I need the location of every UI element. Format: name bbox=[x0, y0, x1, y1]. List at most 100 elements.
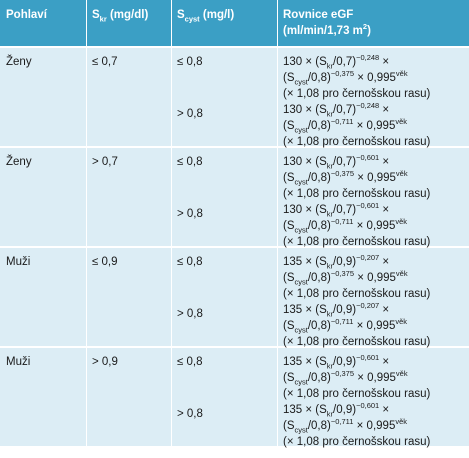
subscript: kr bbox=[326, 161, 334, 171]
column-divider bbox=[171, 0, 172, 447]
text: Rovnice eGF bbox=[283, 9, 354, 21]
text: × 0,995 bbox=[353, 420, 396, 432]
text: (S bbox=[283, 120, 295, 132]
text: (S bbox=[283, 372, 295, 384]
text: (ml/min/1,73 m bbox=[283, 25, 363, 37]
scyst-cell: ≤ 0,8 bbox=[177, 356, 203, 368]
text: × bbox=[379, 404, 390, 416]
scyst-cell: > 0,8 bbox=[177, 308, 203, 320]
superscript: −0,375 bbox=[330, 269, 355, 279]
text: 130 × (S bbox=[283, 56, 327, 68]
text: × 0,995 bbox=[354, 172, 396, 184]
skr-cell: > 0,9 bbox=[92, 356, 118, 368]
text: × 0,995 bbox=[353, 120, 396, 132]
text: (× 1,08 pro černošskou rasu) bbox=[283, 436, 431, 448]
text: Pohlaví bbox=[6, 9, 47, 21]
sex-cell: Muži bbox=[6, 356, 31, 368]
column-divider bbox=[86, 0, 87, 447]
text: × 0,995 bbox=[354, 72, 396, 84]
formula-line: (× 1,08 pro černošskou rasu) bbox=[283, 234, 430, 250]
formula-line: 135 × (Skr/0,9)−0,207 × bbox=[283, 254, 389, 270]
formula-line: 130 × (Skr/0,7)−0,248 × bbox=[283, 54, 389, 70]
superscript: věk bbox=[395, 69, 408, 79]
superscript: −0,248 bbox=[356, 101, 380, 111]
text: (× 1,08 pro černošskou rasu) bbox=[283, 136, 431, 148]
header-cell: Rovnice eGF bbox=[283, 7, 353, 23]
superscript: −0,375 bbox=[330, 69, 355, 79]
text: × 0,995 bbox=[353, 220, 396, 232]
formula-line: (× 1,08 pro černošskou rasu) bbox=[283, 334, 430, 350]
row-group bbox=[0, 248, 469, 346]
superscript: −0,248 bbox=[356, 53, 380, 63]
column-divider bbox=[277, 0, 278, 447]
superscript: věk bbox=[395, 369, 408, 379]
text: /0,8) bbox=[307, 172, 331, 184]
formula-line: (× 1,08 pro černošskou rasu) bbox=[283, 134, 430, 150]
formula-line: 130 × (Skr/0,7)−0,601 × bbox=[283, 154, 389, 170]
text: /0,9) bbox=[333, 404, 357, 416]
formula-line: 135 × (Skr/0,9)−0,207 × bbox=[283, 302, 389, 318]
text: /0,8) bbox=[307, 320, 331, 332]
subscript: kr bbox=[326, 261, 334, 271]
text: /0,8) bbox=[307, 72, 331, 84]
text: (S bbox=[283, 420, 295, 432]
text: /0,7) bbox=[333, 204, 357, 216]
text: (S bbox=[283, 72, 295, 84]
subscript: cyst bbox=[294, 225, 308, 235]
text: /0,8) bbox=[307, 420, 331, 432]
text: /0,8) bbox=[307, 372, 331, 384]
subscript: kr bbox=[99, 14, 107, 24]
superscript: věk bbox=[395, 169, 408, 179]
formula-line: 135 × (Skr/0,9)−0,601 × bbox=[283, 402, 389, 418]
subscript: cyst bbox=[294, 325, 308, 335]
superscript: −0,601 bbox=[356, 201, 380, 211]
scyst-cell: > 0,8 bbox=[177, 108, 203, 120]
formula-line: (× 1,08 pro černošskou rasu) bbox=[283, 286, 430, 302]
subscript: kr bbox=[326, 361, 334, 371]
text: 135 × (S bbox=[283, 356, 327, 368]
text: (S bbox=[283, 172, 295, 184]
text: (S bbox=[283, 220, 295, 232]
header-cell: Skr (mg/dl) bbox=[92, 7, 148, 23]
text: (mg/l) bbox=[199, 9, 235, 21]
text: × 0,995 bbox=[354, 272, 396, 284]
text: × bbox=[379, 256, 390, 268]
superscript: −0,711 bbox=[330, 117, 354, 127]
text: (× 1,08 pro černošskou rasu) bbox=[283, 188, 431, 200]
formula-line: (× 1,08 pro černošskou rasu) bbox=[283, 434, 430, 450]
text: /0,7) bbox=[333, 156, 357, 168]
skr-cell: ≤ 0,7 bbox=[92, 56, 118, 68]
text: ) bbox=[367, 25, 371, 37]
formula-line: (Scyst/0,8)−0,375 × 0,995věk bbox=[283, 370, 408, 386]
subscript: kr bbox=[326, 209, 334, 219]
text: /0,8) bbox=[307, 272, 331, 284]
text: /0,8) bbox=[307, 120, 331, 132]
sex-cell: Muži bbox=[6, 256, 31, 268]
subscript: kr bbox=[326, 61, 334, 71]
subscript: cyst bbox=[184, 14, 200, 24]
superscript: −0,711 bbox=[330, 217, 354, 227]
text: /0,9) bbox=[333, 356, 357, 368]
text: (× 1,08 pro černošskou rasu) bbox=[283, 236, 431, 248]
text: /0,8) bbox=[307, 220, 331, 232]
subscript: kr bbox=[326, 409, 334, 419]
text: × 0,995 bbox=[353, 320, 396, 332]
superscript: −0,375 bbox=[330, 169, 355, 179]
superscript: 2 bbox=[362, 22, 368, 32]
scyst-cell: > 0,8 bbox=[177, 208, 203, 220]
text: 135 × (S bbox=[283, 404, 327, 416]
subscript: cyst bbox=[294, 77, 308, 87]
skr-cell: ≤ 0,9 bbox=[92, 256, 118, 268]
formula-line: (Scyst/0,8)−0,711 × 0,995věk bbox=[283, 318, 407, 334]
superscript: −0,207 bbox=[356, 301, 380, 311]
formula-line: (× 1,08 pro černošskou rasu) bbox=[283, 386, 430, 402]
subscript: cyst bbox=[294, 277, 308, 287]
text: (mg/dl) bbox=[106, 9, 149, 21]
text: /0,9) bbox=[333, 304, 357, 316]
scyst-cell: ≤ 0,8 bbox=[177, 256, 203, 268]
superscript: −0,207 bbox=[356, 253, 380, 263]
subscript: cyst bbox=[294, 377, 308, 387]
text: 130 × (S bbox=[283, 156, 327, 168]
text: 135 × (S bbox=[283, 304, 327, 316]
